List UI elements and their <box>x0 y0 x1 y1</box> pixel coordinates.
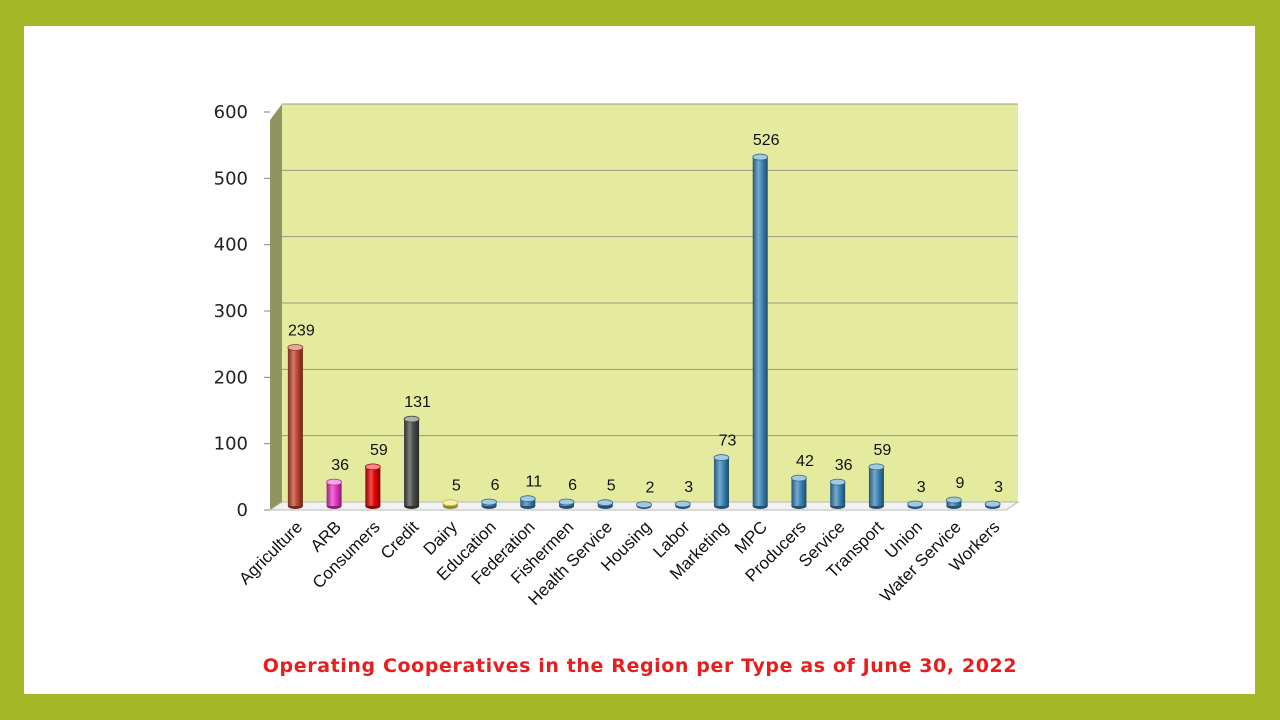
bar-top <box>326 478 343 486</box>
data-label: 2 <box>646 480 655 497</box>
data-label: 11 <box>525 474 542 491</box>
data-label: 9 <box>955 475 964 492</box>
bar-top <box>791 474 807 482</box>
bar-top <box>907 500 924 508</box>
data-label: 59 <box>370 442 388 459</box>
bar-top <box>984 500 1001 508</box>
bar <box>404 419 420 506</box>
bar <box>830 482 846 506</box>
bar-top <box>945 496 962 504</box>
data-label: 42 <box>796 453 814 470</box>
chart-title: Operating Cooperatives in the Region per… <box>262 655 1018 677</box>
bar-top <box>674 500 691 508</box>
data-label: 73 <box>719 433 737 450</box>
bar-top <box>287 344 304 351</box>
y-tick-label: 100 <box>214 434 248 455</box>
bar <box>520 498 536 506</box>
data-label: 5 <box>607 478 616 495</box>
bar-top <box>403 415 420 423</box>
data-label: 526 <box>753 132 780 149</box>
data-label: 3 <box>994 479 1003 496</box>
bar-top <box>868 463 885 471</box>
bar-top <box>442 499 459 507</box>
bar-top <box>752 153 769 161</box>
data-label: 59 <box>874 442 892 459</box>
y-tick-label: 600 <box>214 102 248 123</box>
y-tick-label: 500 <box>214 168 248 189</box>
data-label: 36 <box>835 457 853 474</box>
bar <box>713 457 729 506</box>
data-label: 3 <box>684 479 693 496</box>
bar-top <box>519 495 536 503</box>
bar <box>752 157 768 506</box>
y-tick-label: 200 <box>214 367 248 388</box>
x-tick-label: Agriculture <box>235 517 306 588</box>
data-label: 6 <box>491 477 500 494</box>
data-label: 239 <box>288 322 315 339</box>
data-label: 131 <box>404 394 431 411</box>
bar-top <box>829 478 846 486</box>
data-label: 3 <box>917 479 926 496</box>
bar <box>287 347 303 506</box>
bar <box>326 482 342 506</box>
bar <box>868 466 884 506</box>
y-tick-label: 300 <box>214 301 248 322</box>
bar-top <box>713 454 730 461</box>
x-tick-label: Credit <box>377 517 423 563</box>
bar <box>365 466 381 506</box>
bar-top <box>636 501 652 509</box>
bar-top <box>597 499 614 507</box>
bar-top <box>364 463 381 471</box>
data-label: 6 <box>568 477 577 494</box>
y-tick-label: 400 <box>214 235 248 256</box>
plot-side-wall <box>270 104 282 510</box>
bar-top <box>481 498 497 506</box>
bar <box>791 478 807 506</box>
y-tick-label: 0 <box>237 500 248 521</box>
data-label: 5 <box>452 478 461 495</box>
bar-top <box>558 498 575 506</box>
data-label: 36 <box>331 457 349 474</box>
